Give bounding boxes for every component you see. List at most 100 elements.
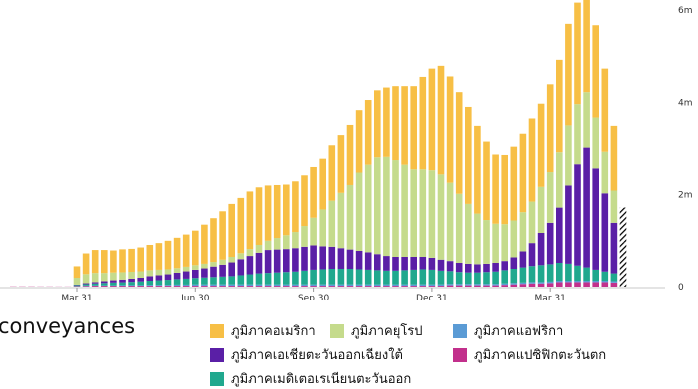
- bar-segment: [156, 281, 163, 286]
- bar-segment: [538, 265, 545, 282]
- bar-segment: [238, 275, 245, 284]
- bar-segment: [92, 282, 99, 283]
- bar-segment: [583, 148, 590, 268]
- bar-segment: [511, 283, 518, 284]
- bar-segment: [347, 125, 354, 185]
- bar-segment: [374, 157, 381, 254]
- bar-segment: [547, 223, 554, 265]
- bar-segment: [310, 285, 317, 286]
- bar-segment: [128, 272, 135, 279]
- bar-group: [10, 0, 626, 287]
- bar-segment: [283, 286, 290, 287]
- bar-segment: [374, 90, 381, 157]
- bar-segment: [420, 77, 427, 169]
- bar-segment: [338, 193, 345, 248]
- bar-segment: [429, 286, 436, 287]
- bar-segment: [447, 183, 454, 261]
- y-tick-label: 0: [678, 283, 684, 293]
- bar-segment: [556, 281, 563, 282]
- bar-segment: [383, 286, 390, 287]
- bar-segment: [347, 286, 354, 287]
- bar-segment: [410, 86, 417, 169]
- bar-segment: [429, 170, 436, 258]
- bar-segment: [265, 241, 272, 250]
- bar-segment: [101, 283, 108, 285]
- bar-segment: [210, 267, 217, 278]
- bar-segment: [438, 260, 445, 271]
- bar-segment: [465, 264, 472, 273]
- bar-segment: [483, 264, 490, 272]
- bar-segment: [256, 286, 263, 287]
- bar-segment: [274, 250, 281, 273]
- bar-segment: [201, 264, 208, 269]
- bar-segment: [474, 264, 481, 272]
- bar-segment: [201, 269, 208, 278]
- bar-segment: [574, 104, 581, 164]
- bar-segment: [238, 259, 245, 275]
- bar-segment: [310, 245, 317, 269]
- x-tick-label: Dec 31: [416, 294, 448, 300]
- bar-segment: [283, 185, 290, 236]
- bar-segment: [456, 272, 463, 284]
- bar-segment: [147, 281, 154, 285]
- bar-segment: [83, 284, 90, 285]
- x-tick-label: Mar 31: [61, 294, 92, 300]
- bar-segment: [401, 270, 408, 284]
- legend-swatch: [210, 324, 224, 338]
- bar-segment: [256, 285, 263, 286]
- bar-segment: [301, 226, 308, 247]
- bar-segment: [465, 107, 472, 204]
- bar-segment: [292, 285, 299, 286]
- bar-segment: [356, 251, 363, 269]
- bar-segment: [119, 272, 126, 279]
- bar-segment: [602, 272, 609, 281]
- bar-segment: [392, 271, 399, 285]
- bar-segment: [228, 263, 235, 277]
- bar-segment: [565, 281, 572, 282]
- bar-segment: [483, 272, 490, 284]
- bar-segment: [520, 212, 527, 251]
- bar-segment: [602, 69, 609, 152]
- bar-segment: [156, 270, 163, 276]
- bar-segment: [492, 286, 499, 287]
- bar-segment: [565, 264, 572, 281]
- bar-segment: [274, 286, 281, 287]
- bar-segment: [292, 248, 299, 272]
- bar-segment: [247, 191, 254, 249]
- bar-segment: [529, 284, 536, 287]
- bar-segment: [256, 274, 263, 285]
- legend-item: ภูมิภาคแอฟริกา: [453, 320, 563, 341]
- bar-segment: [238, 285, 245, 286]
- bar-segment: [292, 232, 299, 248]
- bar-segment: [556, 152, 563, 207]
- bar-segment: [383, 285, 390, 286]
- bar-segment: [329, 247, 336, 269]
- bar-segment: [137, 248, 144, 272]
- bar-segment: [501, 284, 508, 285]
- bar-segment: [565, 24, 572, 126]
- bar-segment: [219, 260, 226, 265]
- bar-segment: [520, 134, 527, 212]
- bar-segment: [556, 282, 563, 287]
- bar-segment: [602, 281, 609, 282]
- bar-segment: [583, 268, 590, 281]
- bar-segment: [547, 282, 554, 283]
- partial-bar-segment: [620, 224, 627, 242]
- bar-segment: [147, 286, 154, 287]
- bar-segment: [365, 252, 372, 270]
- legend-item: ภูมิภาคแปซิฟิกตะวันตก: [453, 344, 606, 365]
- bar-segment: [602, 282, 609, 287]
- bar-segment: [501, 224, 508, 261]
- bar-segment: [247, 286, 254, 287]
- bar-segment: [83, 254, 90, 275]
- bar-segment: [147, 245, 154, 270]
- bar-segment: [401, 86, 408, 164]
- bar-segment: [583, 92, 590, 147]
- bar-segment: [119, 280, 126, 283]
- bar-segment: [265, 285, 272, 286]
- bar-segment: [338, 135, 345, 193]
- bar-segment: [474, 284, 481, 285]
- bar-segment: [83, 286, 90, 287]
- bar-segment: [520, 284, 527, 287]
